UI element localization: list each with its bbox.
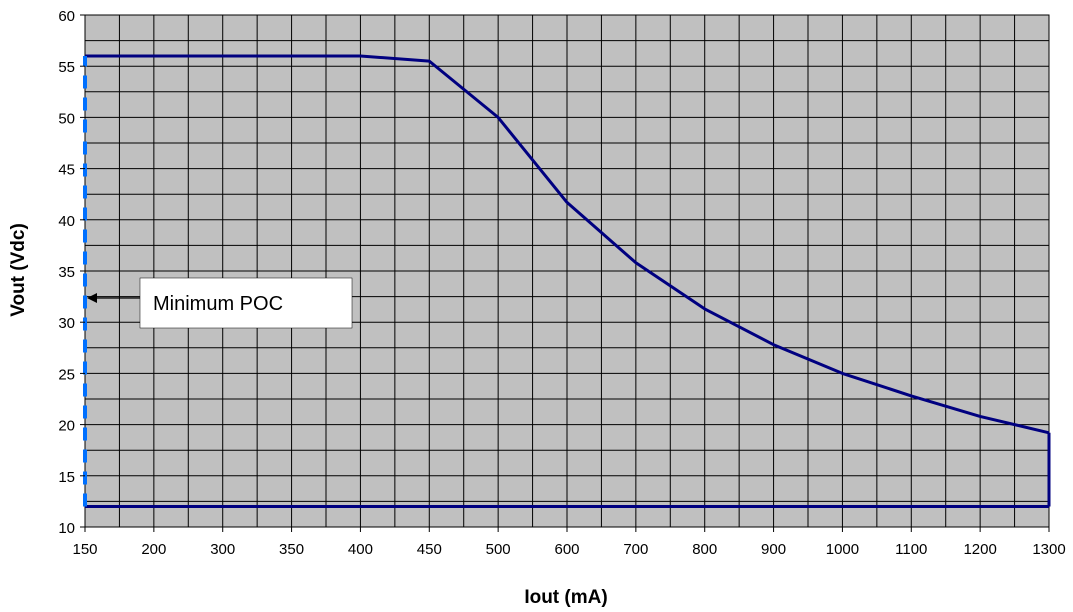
- y-tick-label: 15: [58, 469, 75, 486]
- x-tick-label: 150: [72, 541, 97, 558]
- x-tick-label: 350: [279, 541, 304, 558]
- x-tick-label: 800: [692, 541, 717, 558]
- x-tick-label: 600: [554, 541, 579, 558]
- annotation-box: [139, 277, 353, 329]
- y-tick-label: 40: [58, 213, 75, 230]
- y-tick-label: 20: [58, 418, 75, 435]
- x-tick-labels: 150 200 300 350 400 450 500 600 700 800 900 1000 110…: [72, 527, 1066, 558]
- y-tick-label: 50: [58, 110, 75, 127]
- x-tick-label: 1300: [1032, 541, 1065, 558]
- x-tick-label: 400: [348, 541, 373, 558]
- y-tick-labels: 10 15 20 25 30 35 40 45 50 55 60: [58, 8, 85, 537]
- y-tick-label: 60: [58, 8, 75, 25]
- y-tick-label: 25: [58, 366, 75, 383]
- annotation-label: Minimum POC: [153, 293, 283, 315]
- annotation: Minimum POC: [87, 277, 353, 329]
- y-axis-label: Vout (Vdc): [8, 223, 29, 317]
- y-tick-label: 10: [58, 520, 75, 537]
- series-group: [83, 54, 1051, 508]
- x-tick-label: 300: [210, 541, 235, 558]
- series-line-0: [85, 54, 1050, 435]
- grid: [85, 15, 1049, 527]
- y-tick-label: 30: [58, 315, 75, 332]
- x-tick-label: 1200: [963, 541, 996, 558]
- x-tick-label: 1100: [895, 541, 927, 558]
- y-tick-label: 55: [58, 59, 75, 76]
- x-tick-label: 200: [141, 541, 166, 558]
- y-tick-label: 45: [58, 162, 75, 179]
- x-axis-label: Iout (mA): [524, 587, 607, 608]
- x-tick-label: 1000: [826, 541, 859, 558]
- x-tick-label: 700: [623, 541, 648, 558]
- x-tick-label: 500: [486, 541, 511, 558]
- y-tick-label: 35: [58, 264, 75, 281]
- annotation-arrowhead: [87, 293, 97, 303]
- x-tick-label: 900: [761, 541, 786, 558]
- x-tick-label: 450: [417, 541, 442, 558]
